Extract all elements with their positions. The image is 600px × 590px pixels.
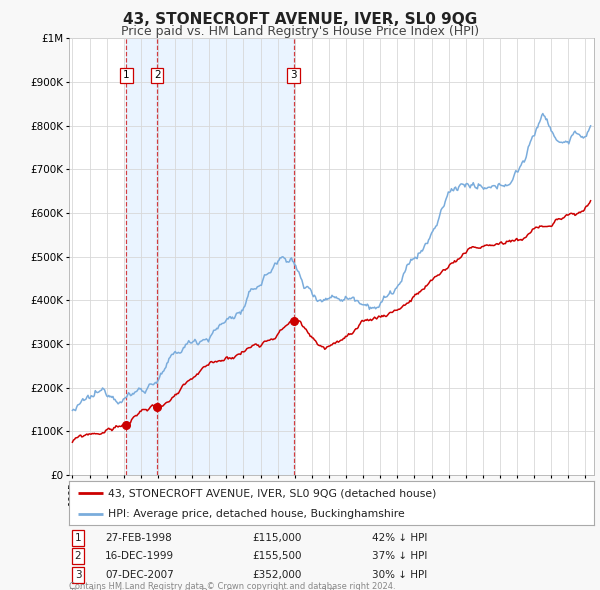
Text: 27-FEB-1998: 27-FEB-1998 <box>105 533 172 543</box>
Text: Contains HM Land Registry data © Crown copyright and database right 2024.: Contains HM Land Registry data © Crown c… <box>69 582 395 590</box>
Text: 1: 1 <box>123 70 130 80</box>
Text: Price paid vs. HM Land Registry's House Price Index (HPI): Price paid vs. HM Land Registry's House … <box>121 25 479 38</box>
Text: £155,500: £155,500 <box>252 552 302 561</box>
Text: £352,000: £352,000 <box>252 570 301 579</box>
Text: This data is licensed under the Open Government Licence v3.0.: This data is licensed under the Open Gov… <box>69 588 337 590</box>
Text: HPI: Average price, detached house, Buckinghamshire: HPI: Average price, detached house, Buck… <box>109 509 405 519</box>
Text: 43, STONECROFT AVENUE, IVER, SL0 9QG (detached house): 43, STONECROFT AVENUE, IVER, SL0 9QG (de… <box>109 489 437 498</box>
Text: 37% ↓ HPI: 37% ↓ HPI <box>372 552 427 561</box>
Text: 1: 1 <box>74 533 82 543</box>
Text: 43, STONECROFT AVENUE, IVER, SL0 9QG: 43, STONECROFT AVENUE, IVER, SL0 9QG <box>123 12 477 27</box>
Text: 3: 3 <box>290 70 297 80</box>
Text: 07-DEC-2007: 07-DEC-2007 <box>105 570 174 579</box>
Text: 3: 3 <box>74 570 82 579</box>
Text: 16-DEC-1999: 16-DEC-1999 <box>105 552 174 561</box>
Text: 2: 2 <box>154 70 161 80</box>
Bar <box>157 38 293 475</box>
Text: 2: 2 <box>74 552 82 561</box>
Text: 30% ↓ HPI: 30% ↓ HPI <box>372 570 427 579</box>
Text: 42% ↓ HPI: 42% ↓ HPI <box>372 533 427 543</box>
Text: £115,000: £115,000 <box>252 533 301 543</box>
Bar <box>126 38 157 475</box>
